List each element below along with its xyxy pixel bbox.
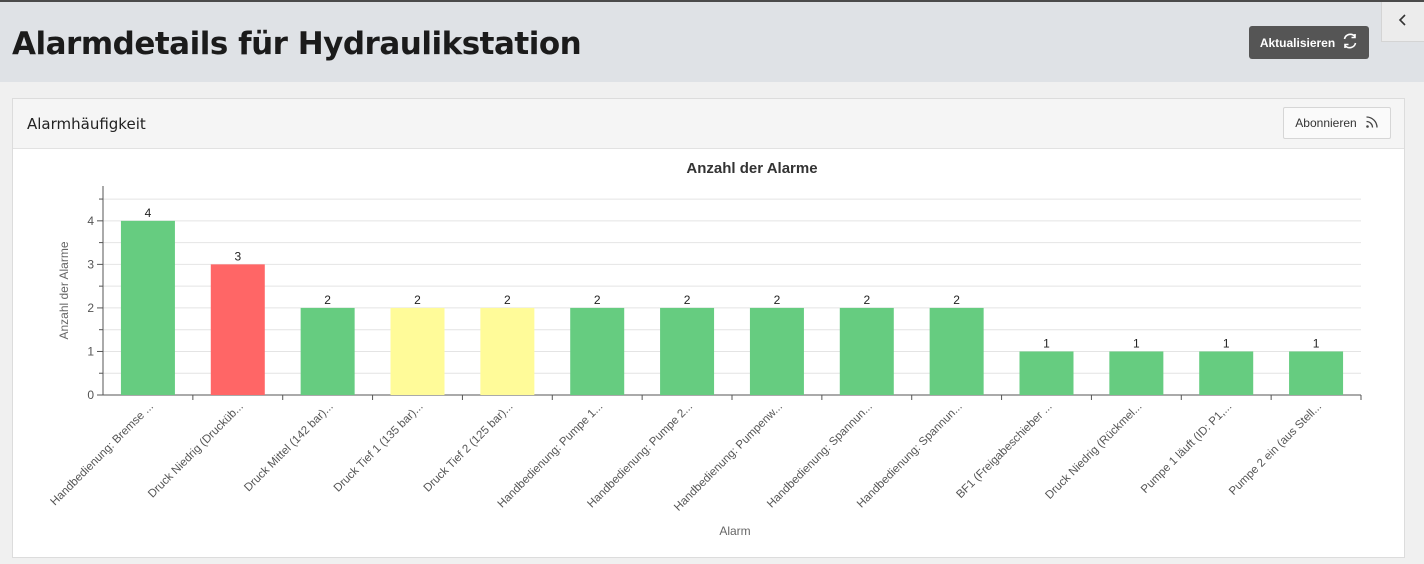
- data-label: 1: [1043, 336, 1050, 350]
- x-tick-label: Handbedienung: Spannun...: [855, 401, 965, 511]
- x-tick-label: Pumpe 2 ein (aus Stell...: [1227, 401, 1324, 498]
- bar-5[interactable]: [480, 307, 535, 395]
- bar-12[interactable]: [1109, 351, 1164, 395]
- chart-area: Anzahl der Alarme 0 1 2 3 4 Anzahl der Alarme 4…: [15, 149, 1402, 559]
- data-label: 1: [1313, 336, 1320, 350]
- data-label: 3: [234, 249, 241, 263]
- collapse-sidebar-button[interactable]: [1381, 2, 1424, 42]
- x-tick-label: Druck Tief 2 (125 bar)...: [422, 401, 516, 495]
- x-tick-label: Handbedienung: Bremse ...: [49, 401, 156, 508]
- data-label: 4: [145, 206, 152, 220]
- subscribe-button-label: Abonnieren: [1295, 116, 1357, 130]
- refresh-icon: [1342, 33, 1358, 52]
- data-label: 1: [1223, 336, 1230, 350]
- bar-10[interactable]: [929, 307, 984, 395]
- page-title: Alarmdetails für Hydraulikstation: [12, 26, 582, 62]
- x-axis-label: Alarm: [719, 524, 750, 538]
- chart-title: Anzahl der Alarme: [686, 160, 817, 177]
- alarm-bar-chart: Anzahl der Alarme 0 1 2 3 4 Anzahl der Alarme 4…: [49, 160, 1362, 538]
- subscribe-button[interactable]: Abonnieren: [1283, 107, 1391, 139]
- card-title: Alarmhäufigkeit: [27, 115, 146, 133]
- rss-icon: [1365, 115, 1379, 132]
- x-tick-label: Handbedienung: Pumpenw...: [672, 401, 785, 514]
- bar-8[interactable]: [749, 307, 804, 395]
- bar-4[interactable]: [390, 307, 445, 395]
- top-border: [0, 0, 1424, 2]
- y-tick-label: 3: [87, 257, 94, 271]
- data-label: 2: [504, 293, 511, 307]
- y-tick-label: 0: [87, 388, 94, 402]
- x-tick-label: Handbedienung: Pumpe 2...: [585, 401, 695, 511]
- x-tick-label: Pumpe 1 läuft (ID: P1,...: [1139, 401, 1234, 496]
- bar-9[interactable]: [839, 307, 894, 395]
- data-label: 2: [594, 293, 601, 307]
- y-tick-label: 2: [87, 301, 94, 315]
- y-tick-label: 4: [87, 214, 94, 228]
- x-tick-label: Handbedienung: Spannun...: [765, 401, 875, 511]
- y-axis-label: Anzahl der Alarme: [57, 241, 71, 339]
- x-tick-label: Druck Mittel (142 bar)...: [242, 401, 335, 494]
- bar-11[interactable]: [1019, 351, 1074, 395]
- data-label: 2: [863, 293, 870, 307]
- data-label: 2: [324, 293, 331, 307]
- data-label: 2: [414, 293, 421, 307]
- y-tick-label: 1: [87, 344, 94, 358]
- bar-2[interactable]: [210, 264, 265, 395]
- alarm-frequency-card: Alarmhäufigkeit Abonnieren Anzahl der Al…: [12, 98, 1405, 558]
- data-label: 1: [1133, 336, 1140, 350]
- bar-6[interactable]: [570, 307, 625, 395]
- chevron-left-icon: [1398, 13, 1408, 31]
- x-tick-label: Druck Niedrig (Rückmel...: [1043, 401, 1144, 502]
- bar-1[interactable]: [120, 220, 175, 395]
- bar-7[interactable]: [660, 307, 715, 395]
- page-header: Alarmdetails für Hydraulikstation Aktual…: [0, 2, 1424, 82]
- refresh-button[interactable]: Aktualisieren: [1249, 26, 1369, 59]
- bar-3[interactable]: [300, 307, 355, 395]
- data-label: 2: [684, 293, 691, 307]
- bar-13[interactable]: [1199, 351, 1254, 395]
- x-tick-label: BF1 (Freigabeschieber ...: [954, 401, 1054, 501]
- x-tick-label: Handbedienung: Pumpe 1...: [496, 401, 606, 511]
- refresh-button-label: Aktualisieren: [1259, 35, 1336, 50]
- data-label: 2: [953, 293, 960, 307]
- bar-14[interactable]: [1289, 351, 1344, 395]
- card-header: Alarmhäufigkeit Abonnieren: [13, 99, 1404, 149]
- x-tick-label: Druck Tief 1 (135 bar)...: [332, 401, 426, 495]
- x-tick-label: Druck Niedrig (Drucküb...: [146, 401, 246, 501]
- data-label: 2: [774, 293, 781, 307]
